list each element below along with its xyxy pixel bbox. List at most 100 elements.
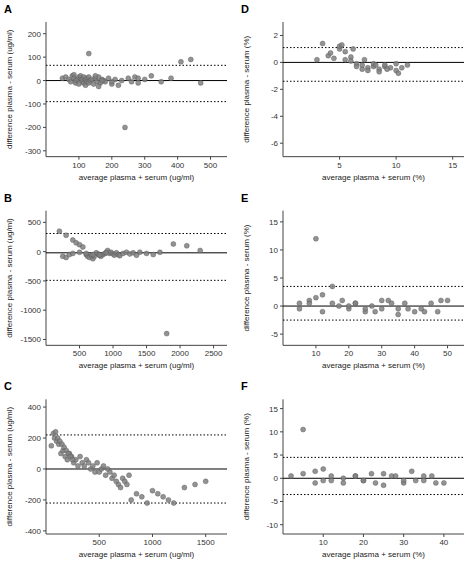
point bbox=[401, 478, 406, 483]
point bbox=[97, 253, 102, 258]
y-tick-label: 15 bbox=[269, 218, 278, 227]
point bbox=[313, 480, 318, 485]
x-tick bbox=[363, 534, 364, 537]
y-tick-label: 5 bbox=[274, 451, 279, 460]
point bbox=[362, 57, 367, 62]
point bbox=[341, 480, 346, 485]
point bbox=[297, 306, 302, 311]
y-tick bbox=[43, 280, 46, 281]
point bbox=[321, 466, 326, 471]
upper-loa-line bbox=[283, 47, 464, 48]
point bbox=[394, 61, 399, 66]
lower-loa-line bbox=[46, 280, 227, 281]
y-axis-label: difference plasma - serum (ug/ml) bbox=[5, 29, 14, 149]
point bbox=[373, 309, 378, 314]
point bbox=[150, 488, 155, 493]
y-tick bbox=[43, 530, 46, 531]
x-tick-label: 100 bbox=[72, 161, 86, 170]
point bbox=[314, 57, 319, 62]
upper-loa-line bbox=[46, 233, 227, 234]
y-tick bbox=[280, 249, 283, 250]
x-tick-label: 1000 bbox=[144, 538, 162, 547]
x-tick bbox=[403, 534, 404, 537]
point bbox=[77, 250, 82, 255]
point bbox=[198, 248, 203, 253]
point bbox=[348, 59, 353, 64]
panel-label: B bbox=[4, 192, 12, 204]
x-tick bbox=[78, 157, 79, 160]
point bbox=[377, 69, 382, 74]
x-axis bbox=[283, 345, 464, 346]
point bbox=[429, 301, 434, 306]
point bbox=[301, 427, 306, 432]
point bbox=[353, 473, 358, 478]
x-tick bbox=[414, 345, 415, 348]
point bbox=[361, 478, 366, 483]
point bbox=[346, 304, 351, 309]
y-tick-label: -400 bbox=[25, 527, 42, 536]
x-tick-label: 500 bbox=[204, 161, 218, 170]
x-tick bbox=[213, 345, 214, 348]
point bbox=[307, 301, 312, 306]
y-axis-label: difference plasma - serum (%) bbox=[242, 224, 251, 331]
x-tick-label: 10 bbox=[311, 349, 320, 358]
y-tick bbox=[280, 278, 283, 279]
point bbox=[112, 473, 117, 478]
point bbox=[409, 469, 414, 474]
point bbox=[151, 252, 156, 257]
x-axis-label: average plasma + serum (ug/ml) bbox=[79, 173, 195, 182]
point bbox=[64, 233, 69, 238]
point bbox=[86, 51, 91, 56]
y-axis bbox=[283, 399, 284, 534]
point bbox=[70, 457, 75, 462]
point bbox=[171, 501, 176, 506]
panel: 10203040-10-5051015average plasma + seru… bbox=[241, 380, 464, 559]
point bbox=[161, 494, 166, 499]
x-tick-label: 30 bbox=[399, 538, 408, 547]
x-axis bbox=[283, 156, 464, 157]
point bbox=[329, 478, 334, 483]
y-tick bbox=[280, 478, 283, 479]
point bbox=[320, 41, 325, 46]
point bbox=[373, 63, 378, 68]
figure: 100200300400500-300-200-1000100200averag… bbox=[0, 0, 474, 566]
point bbox=[353, 301, 358, 306]
x-axis-label: average plasma + serum (ug/ml) bbox=[79, 550, 195, 559]
x-tick-label: 10 bbox=[392, 161, 401, 170]
point bbox=[433, 480, 438, 485]
x-tick-label: 40 bbox=[439, 538, 448, 547]
point bbox=[313, 236, 318, 241]
lower-loa-line bbox=[283, 81, 464, 82]
x-axis bbox=[46, 156, 227, 157]
point bbox=[289, 473, 294, 478]
point bbox=[129, 497, 134, 502]
y-axis bbox=[46, 22, 47, 157]
y-tick-label: 0 bbox=[274, 58, 279, 67]
point bbox=[182, 485, 187, 490]
y-tick-label: 0 bbox=[274, 302, 279, 311]
point bbox=[107, 470, 112, 475]
point bbox=[405, 63, 410, 68]
point bbox=[49, 443, 54, 448]
point bbox=[421, 473, 426, 478]
point bbox=[169, 76, 174, 81]
upper-loa-line bbox=[46, 434, 227, 435]
point bbox=[90, 463, 95, 468]
point bbox=[365, 68, 370, 73]
y-tick bbox=[280, 221, 283, 222]
point bbox=[198, 80, 203, 85]
point bbox=[178, 59, 183, 64]
y-axis-label: difference plasma - serum (ug/ml) bbox=[5, 218, 14, 338]
x-axis bbox=[283, 534, 464, 535]
point bbox=[78, 454, 83, 459]
y-tick bbox=[43, 150, 46, 151]
y-tick bbox=[280, 116, 283, 117]
point bbox=[124, 482, 129, 487]
point bbox=[320, 309, 325, 314]
panel: 1020304050-5051015average plasma + serum… bbox=[241, 192, 464, 371]
upper-loa-line bbox=[46, 65, 227, 66]
point bbox=[101, 463, 106, 468]
point bbox=[144, 251, 149, 256]
point bbox=[340, 298, 345, 303]
y-tick-label: 200 bbox=[28, 434, 42, 443]
